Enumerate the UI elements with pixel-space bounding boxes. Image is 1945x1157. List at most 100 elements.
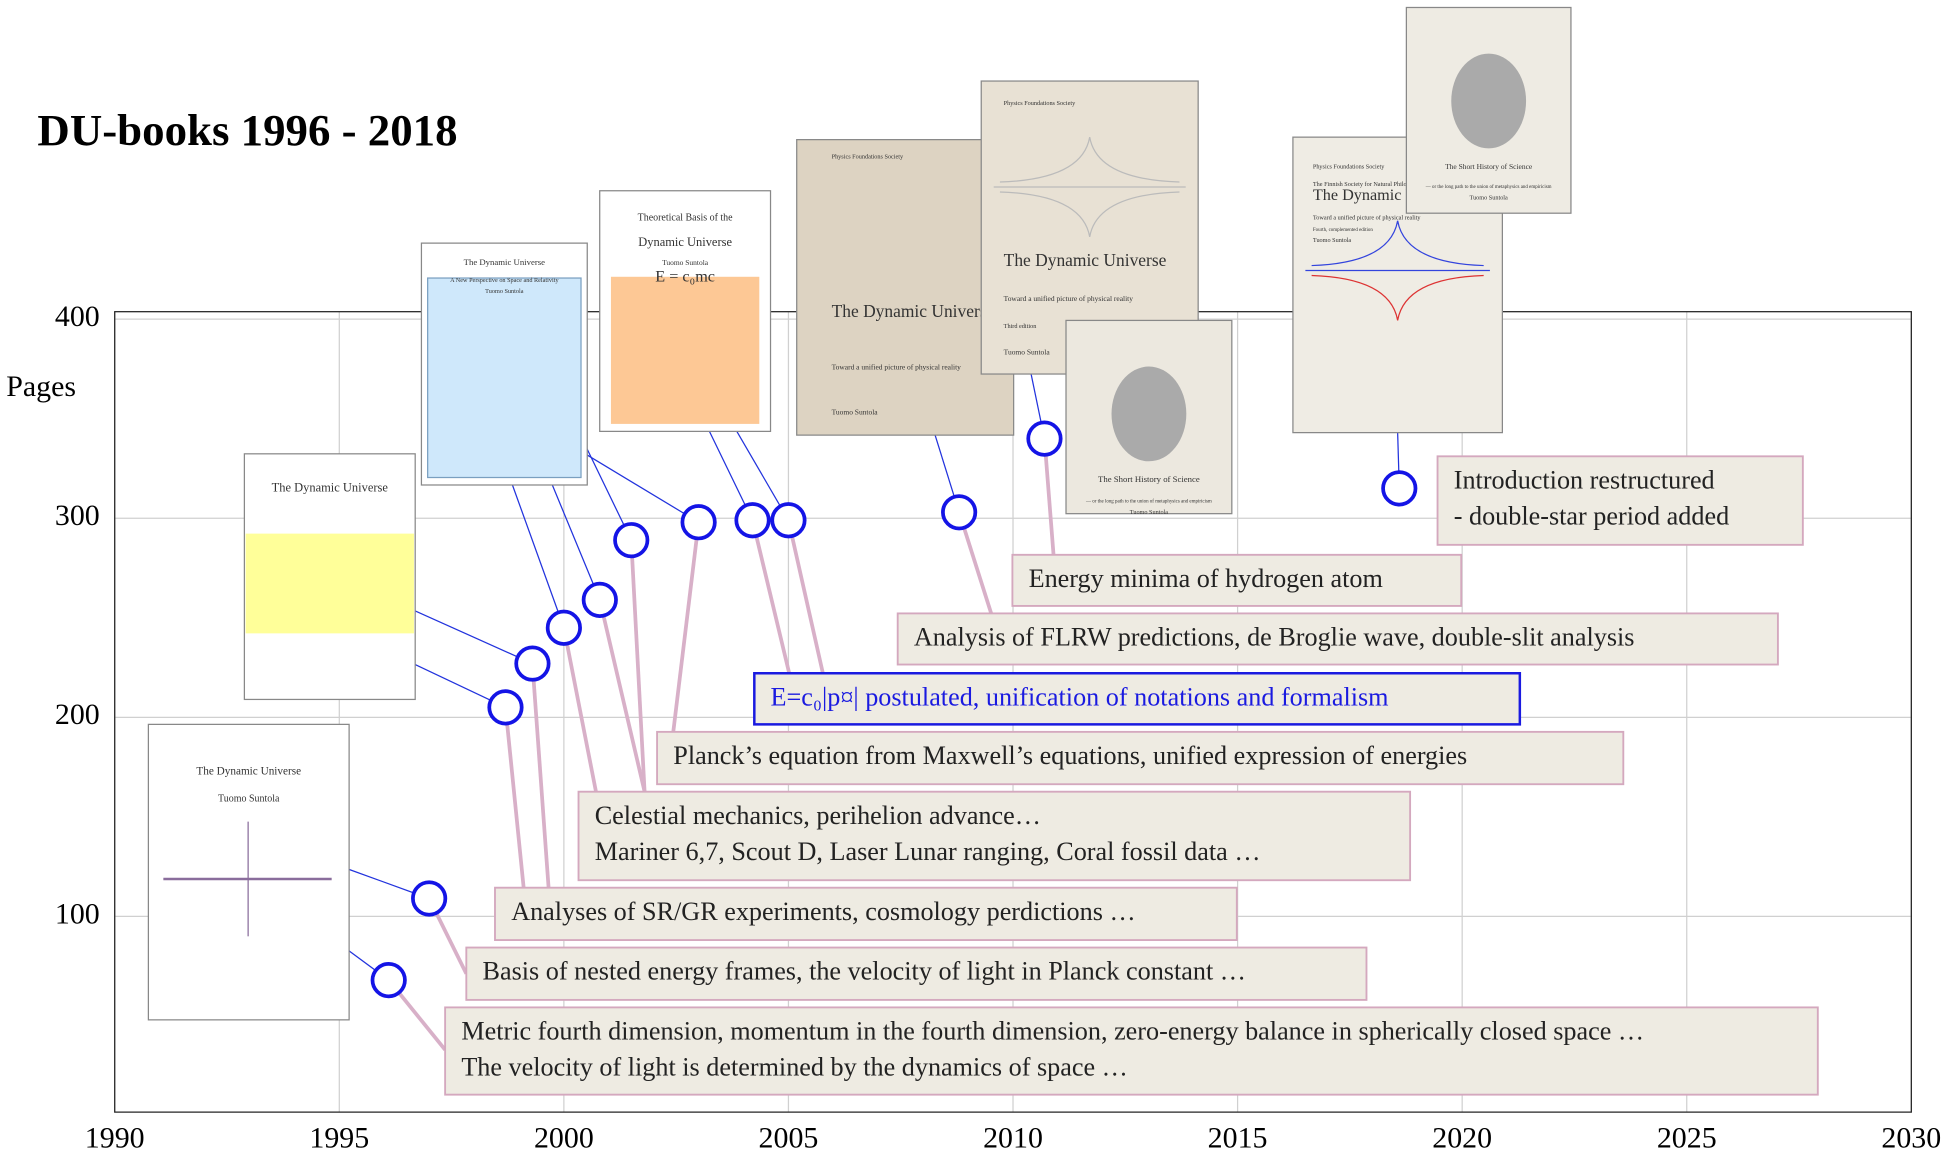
data-point: [941, 494, 978, 531]
data-point: [1026, 420, 1063, 457]
cover-text: The Dynamic Universe: [272, 481, 389, 495]
data-point: [411, 880, 448, 917]
data-point: [581, 581, 618, 618]
annotation-text: Energy minima of hydrogen atom: [1029, 564, 1383, 593]
annotation-text: Planck’s equation from Maxwell’s equatio…: [673, 741, 1467, 770]
cover-text: Tuomo Suntola: [662, 258, 709, 267]
cover-connector: [414, 610, 533, 665]
book-cover: [796, 139, 1015, 436]
x-tick-label: 1995: [309, 1122, 369, 1155]
data-point: [734, 502, 771, 539]
annotation-connector: [562, 627, 598, 793]
cover-text: Physics Foundations Society: [1004, 100, 1076, 107]
annotation-connector: [1042, 438, 1056, 555]
x-tick-label: 2030: [1881, 1122, 1941, 1155]
cover-text: Toward a unified picture of physical rea…: [1313, 215, 1422, 222]
x-tick-label: 1990: [85, 1122, 145, 1155]
cover-text: Fourth, complemented edition: [1313, 228, 1374, 233]
annotation-connector: [597, 599, 647, 793]
y-tick-label: 100: [55, 897, 100, 930]
cover-text: Toward a unified picture of physical rea…: [832, 363, 962, 372]
y-tick-label: 300: [55, 499, 100, 532]
annotation-text: - double-star period added: [1454, 502, 1729, 531]
cover-text: Tuomo Suntola: [1313, 237, 1352, 244]
cover-text: Physics Foundations Society: [832, 154, 904, 161]
annotation-connector: [750, 519, 792, 674]
annotation-connector: [503, 707, 526, 888]
cover-text: Physics Foundations Society: [1313, 164, 1385, 171]
x-tick-label: 2020: [1432, 1122, 1492, 1155]
annotation-connector: [629, 540, 647, 792]
annotation-box: [656, 730, 1625, 786]
cover-art: [1311, 274, 1484, 321]
cover-text: Tuomo Suntola: [1130, 509, 1169, 516]
cover-connector: [551, 484, 601, 601]
cover-text: Toward a unified picture of physical rea…: [1004, 294, 1134, 303]
annotation-box: [444, 1006, 1819, 1096]
cover-text: Tuomo Suntola: [832, 407, 879, 416]
annotation-box: [1436, 455, 1804, 546]
x-tick-label: 2000: [534, 1122, 594, 1155]
y-tick-label: 200: [55, 698, 100, 731]
annotation-connector: [530, 663, 551, 888]
cover-connector: [586, 454, 699, 523]
cover-art: [999, 137, 1180, 183]
book-covers: The Dynamic Universe Tuomo Suntola The Dyn…: [147, 6, 1572, 1021]
chart-title: DU-books 1996 - 2018: [37, 105, 457, 155]
cover-text: Tuomo Suntola: [485, 288, 524, 295]
x-tick-label: 2010: [983, 1122, 1043, 1155]
cover-text: The Short History of Science: [1445, 162, 1533, 171]
cover-text: Dynamic Universe: [638, 235, 732, 249]
cover-text: Third edition: [1004, 323, 1038, 330]
annotation-connector: [786, 519, 825, 674]
cover-art: [1111, 366, 1187, 462]
cover-text: The Short History of Science: [1098, 474, 1200, 484]
annotation-text: Celestial mechanics, perihelion advance…: [595, 801, 1041, 830]
cover-text: The Finnish Society for Natural Philosop…: [1313, 181, 1423, 188]
cover-text: The Dynamic Universe: [832, 301, 995, 321]
cover-text: — or the long path to the union of metap…: [1425, 185, 1552, 190]
annotation-text: Mariner 6,7, Scout D, Laser Lunar rangin…: [595, 837, 1261, 866]
annotation-connector: [671, 522, 701, 733]
cover-text: — or the long path to the union of metap…: [1085, 499, 1212, 504]
cover-art: [999, 191, 1180, 237]
annotation-box: [896, 612, 1779, 666]
cover-art: [1451, 53, 1527, 149]
cover-text: E = c₀mc: [655, 268, 715, 286]
cover-text: The Dynamic Universe: [464, 257, 545, 267]
cover-text: Tuomo Suntola: [1004, 348, 1051, 357]
data-point: [680, 504, 717, 541]
annotation-box: [465, 946, 1368, 1001]
annotation-text: Analyses of SR/GR experiments, cosmology…: [511, 897, 1135, 926]
data-point: [514, 645, 551, 682]
x-tick-label: 2005: [759, 1122, 819, 1155]
cover-art: [245, 533, 414, 634]
cover-art: [1311, 220, 1484, 267]
data-point: [487, 689, 524, 726]
cover-text: Theoretical Basis of the: [638, 212, 734, 223]
points: [370, 420, 1418, 999]
data-point: [770, 502, 807, 539]
annotation-box: [577, 790, 1412, 882]
annotation-text: Introduction restructured: [1454, 466, 1715, 495]
x-tick-label: 2025: [1657, 1122, 1717, 1155]
cover-text: Tuomo Suntola: [218, 793, 280, 804]
x-tick-label: 2015: [1208, 1122, 1268, 1155]
cover-text: The Dynamic Universe: [1004, 250, 1167, 270]
annotation-box: [1011, 553, 1463, 607]
annotation-box: [753, 672, 1522, 726]
cover-text: Tuomo Suntola: [1470, 195, 1509, 202]
annotation-text: E=c₀|p¤| postulated, unification of nota…: [771, 682, 1389, 711]
annotations: Metric fourth dimension, momentum in the…: [444, 455, 1819, 1096]
cover-art: [427, 277, 582, 479]
y-axis-label: Pages: [6, 370, 76, 403]
annotation-text: Analysis of FLRW predictions, de Broglie…: [914, 623, 1635, 652]
data-point: [370, 962, 407, 999]
cover-text: A New Perspective on Space and Relativit…: [450, 277, 559, 284]
connectors: [347, 373, 1400, 1051]
cover-connector: [511, 484, 565, 628]
annotation-text: The velocity of light is determined by t…: [461, 1053, 1127, 1082]
cover-connector: [580, 436, 632, 541]
